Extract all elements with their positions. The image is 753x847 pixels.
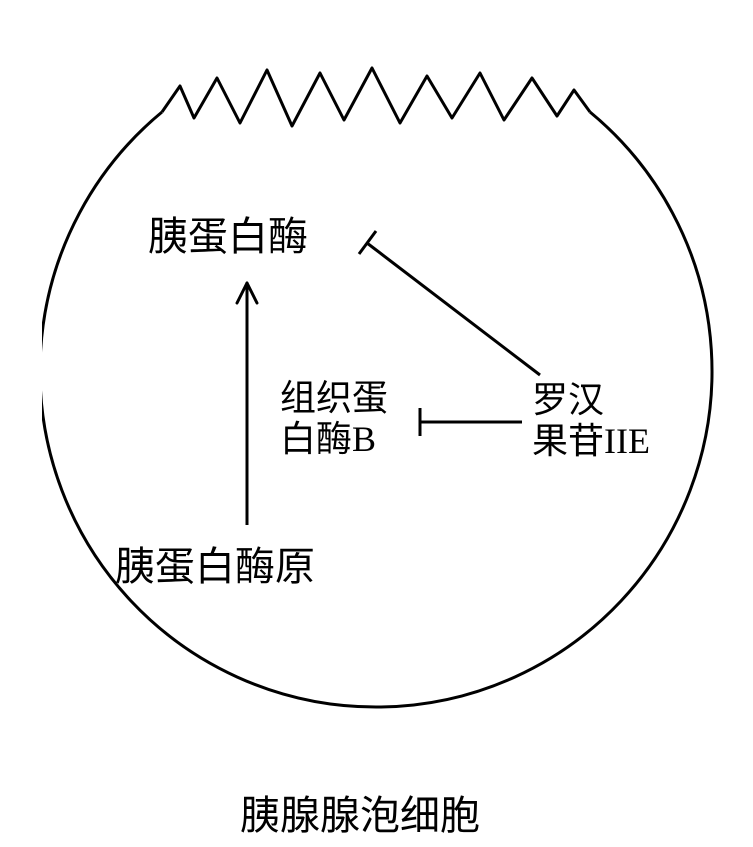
node-cathepsin-b: 组织蛋 白酶B [280, 378, 388, 461]
cell-label: 胰腺腺泡细胞 [240, 792, 480, 840]
edge-activation-arrow [237, 283, 257, 525]
edge-inhibit-cathepsin [420, 408, 522, 436]
node-mogroside-line2: 果苷IIE [532, 421, 650, 462]
node-trypsin: 胰蛋白酶 [148, 213, 308, 261]
node-mogroside-line1: 罗汉 [532, 380, 650, 421]
cell-diagram: 胰蛋白酶 胰蛋白酶原 组织蛋 白酶B 罗汉 果苷IIE 胰腺腺泡细胞 [0, 0, 753, 847]
node-cathepsin-b-line1: 组织蛋 [280, 378, 388, 419]
node-mogroside-iie: 罗汉 果苷IIE [532, 380, 650, 463]
node-cathepsin-b-line2: 白酶B [280, 419, 388, 460]
edge-inhibit-trypsin [359, 231, 540, 375]
node-trypsinogen: 胰蛋白酶原 [115, 543, 315, 591]
